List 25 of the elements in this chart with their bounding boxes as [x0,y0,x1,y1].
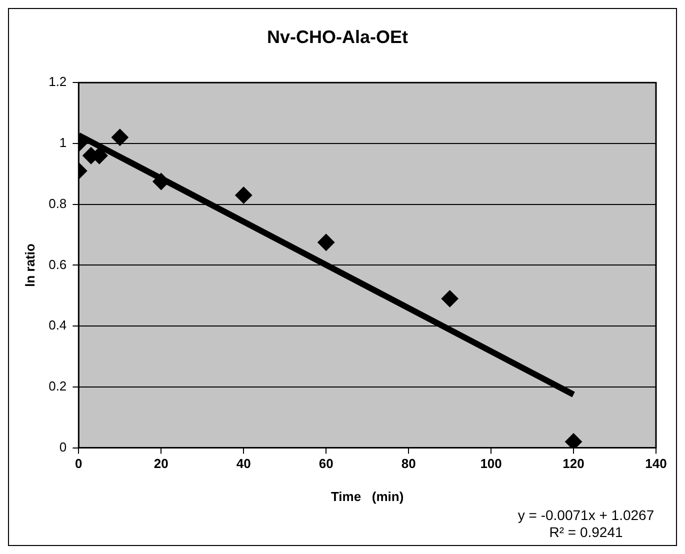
point [111,128,128,146]
y-tick-label: 0 [59,439,67,454]
x-tick-label: 140 [645,456,667,472]
x-tick-label: 120 [562,456,584,472]
y-tick-label: 0.4 [48,318,67,333]
point [235,186,252,204]
point [441,290,458,308]
x-tick-label: 80 [401,456,416,472]
y-tick-label: 1.2 [48,74,67,90]
point [318,234,335,251]
text: R² = 0.9241 [549,524,623,540]
x-tick-label: 100 [480,456,502,472]
x-tick-label: 40 [236,456,251,472]
y-tick-label: 0.2 [48,378,67,394]
y-tick-label: 1 [59,135,67,150]
chart-title: Nv-CHO-Ala-OEt [266,26,408,47]
y-tick-label: 0.8 [48,196,67,211]
y-tick-label: 0.6 [48,256,67,272]
x-axis-title: Time (min) [330,488,404,504]
point [565,433,582,448]
text: y = -0.0071x + 1.0267 [518,507,654,523]
x-tick-label: 0 [75,456,82,472]
x-tick-label: 60 [318,456,334,472]
x-tick-label: 20 [154,456,168,472]
y-axis-title: ln ratio [22,243,38,287]
